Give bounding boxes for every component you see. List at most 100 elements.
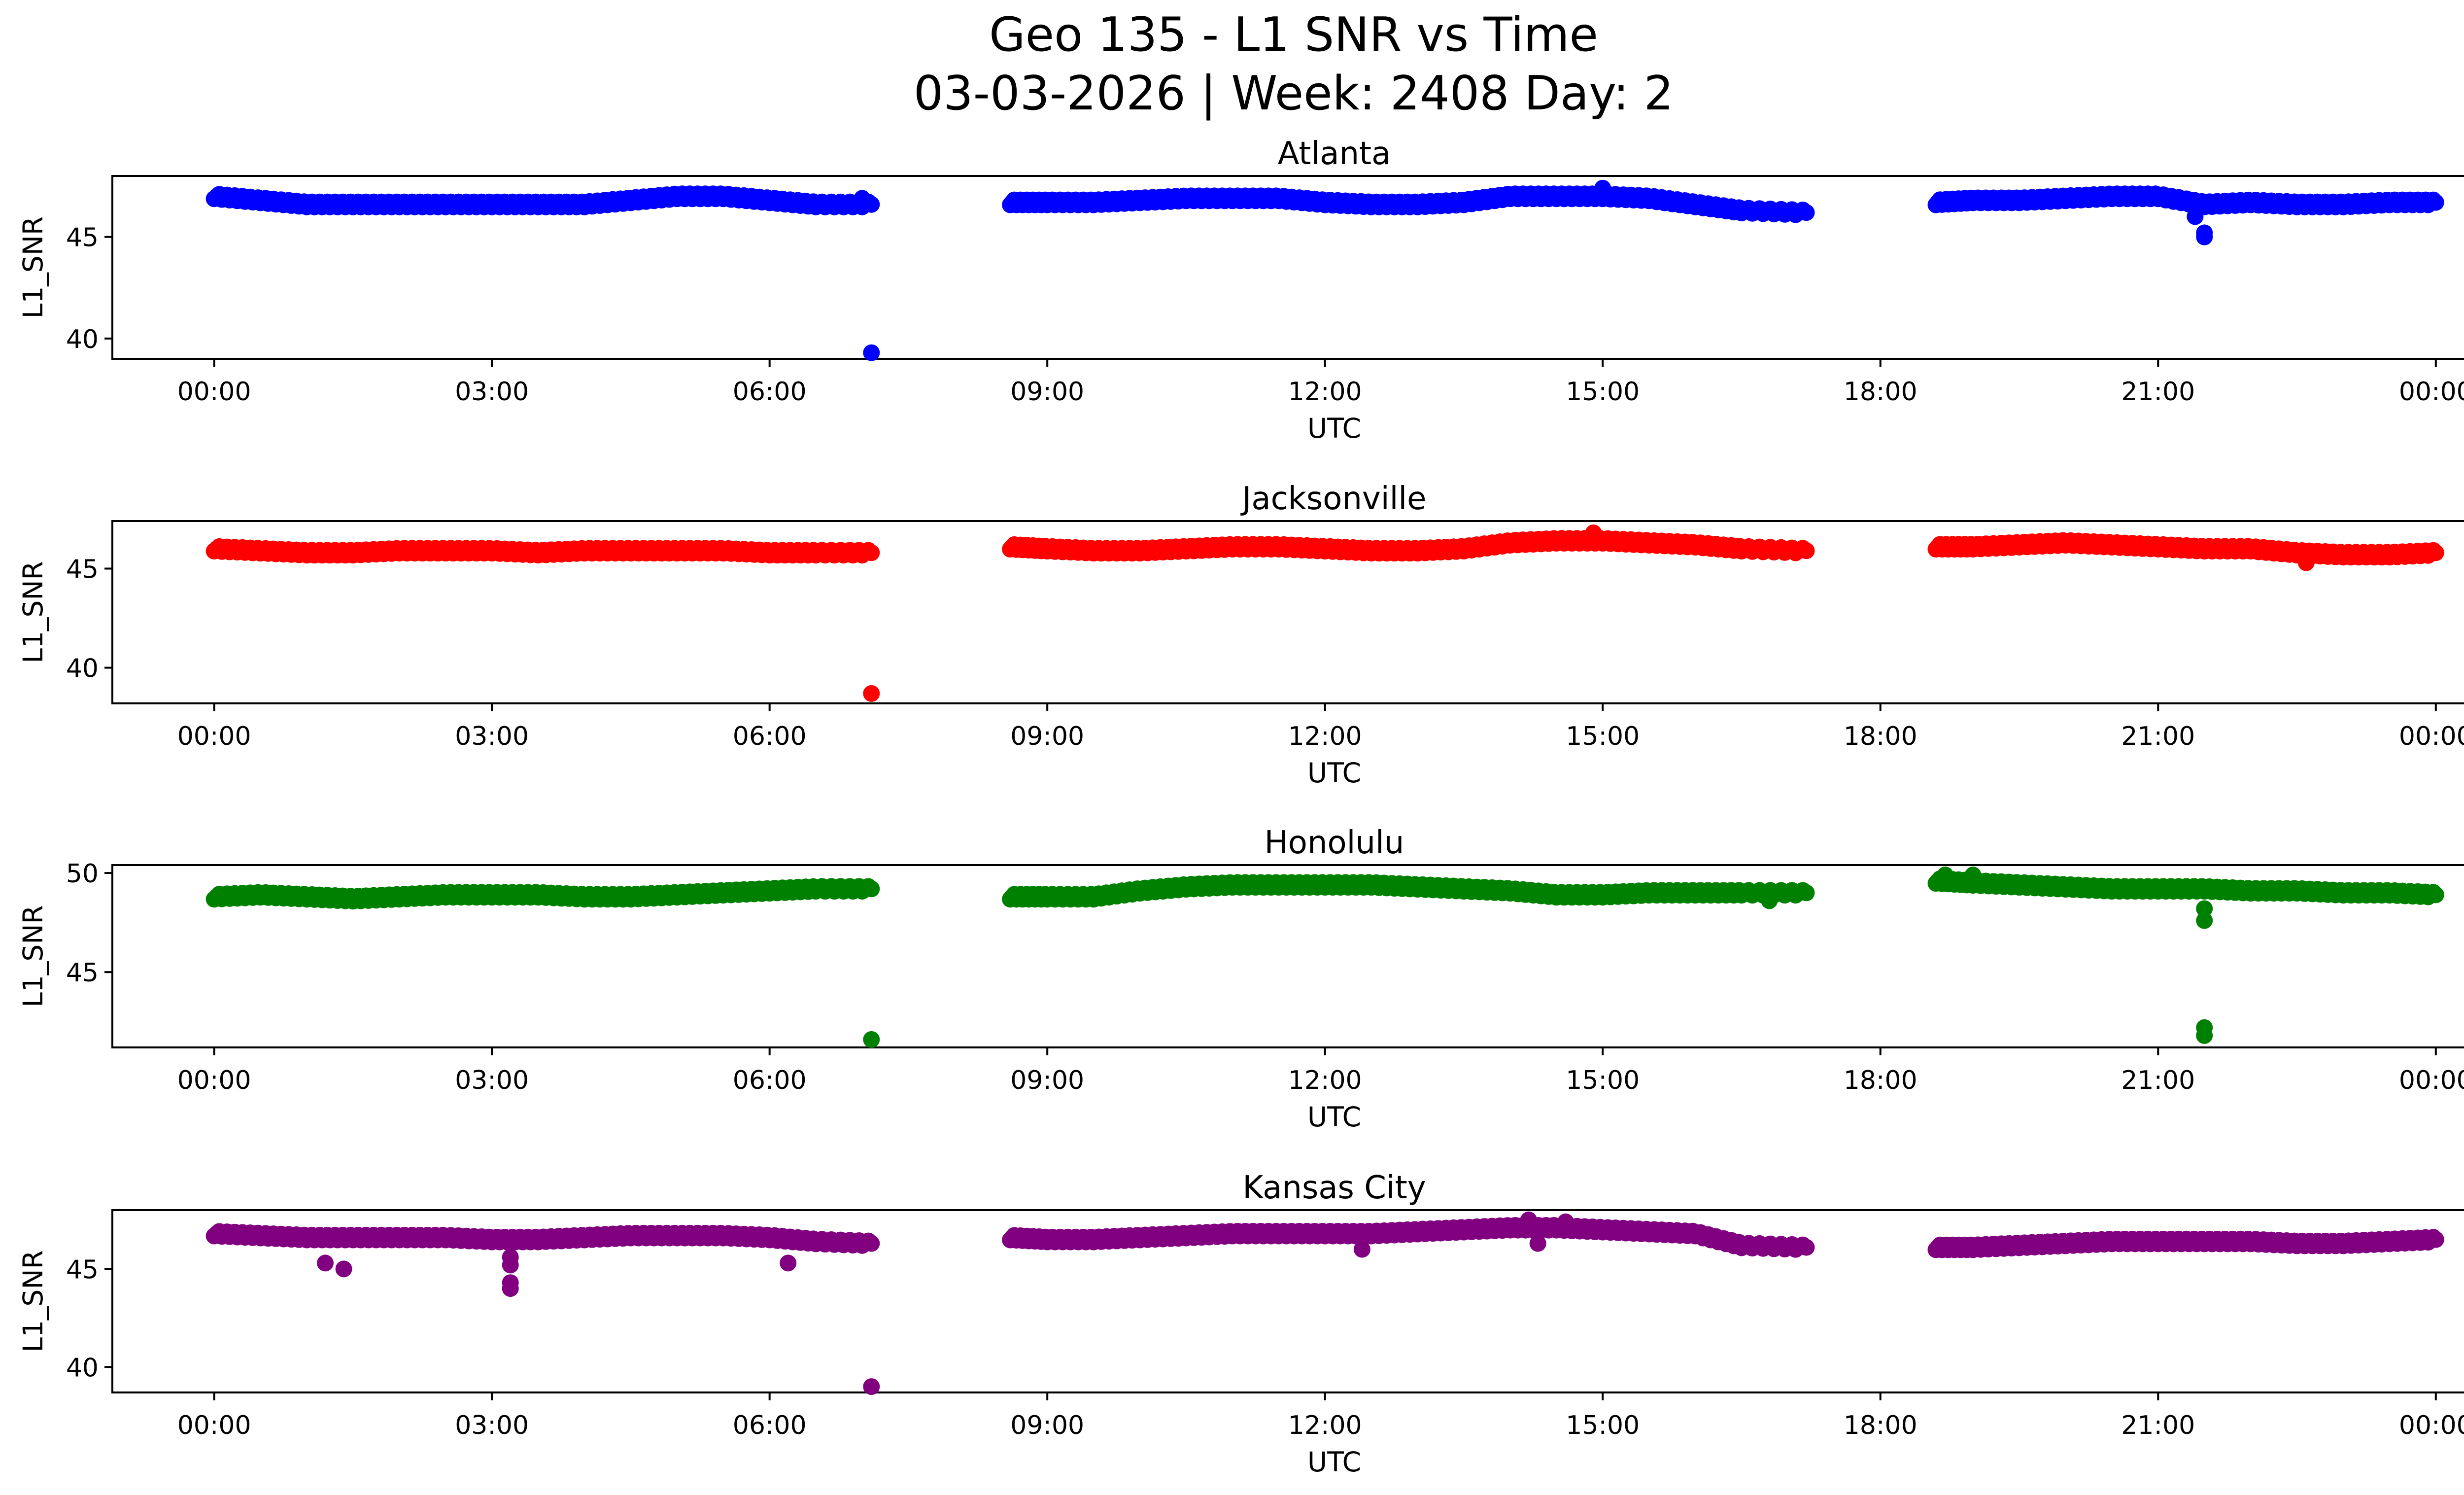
x-tick-label: 00:00 [2399,1411,2464,1440]
x-tick-label: 12:00 [1288,1411,1362,1440]
x-tick-label: 09:00 [1010,1066,1084,1095]
x-tick-label: 18:00 [1844,1411,1917,1440]
x-tick-label: 18:00 [1844,1066,1917,1095]
y-tick-label: 50 [66,859,99,889]
x-tick-label: 12:00 [1288,1066,1362,1095]
data-point [863,1235,880,1252]
y-tick-label: 40 [66,325,99,354]
axes-frame [111,1209,2464,1393]
data-point [1798,542,1815,559]
subplot-grid: Atlanta 00:00 03:00 06:00 09:00 12:00 15:00 18:… [17,136,2464,1478]
x-tick-label: 06:00 [733,722,807,751]
x-tick-label: 21:00 [2121,1066,2195,1095]
x-tick-label: 09:00 [1010,1411,1084,1440]
x-tick-label: 00:00 [177,377,251,407]
x-tick-label: 12:00 [1288,377,1362,407]
x-tick-label: 15:00 [1566,1411,1640,1440]
outlier-point [2187,208,2204,225]
data-point [2427,1231,2444,1248]
outlier-point [1761,892,1778,909]
x-tick-label: 21:00 [2121,1411,2195,1440]
x-tick-label: 00:00 [2399,377,2464,407]
subplot-3: Kansas City 00:00 03:00 06:00 09:00 12:00 15:0… [17,1170,2464,1478]
y-axis-label: L1_SNR [17,1250,49,1352]
y-axis-label: L1_SNR [17,905,49,1007]
x-tick-label: 00:00 [177,1411,251,1440]
scatter-series [205,179,2444,361]
subplot-title: Jacksonville [1240,481,1427,517]
y-axis-label: L1_SNR [17,561,49,663]
x-tick-label: 15:00 [1566,1066,1640,1095]
x-tick-label: 00:00 [177,722,251,751]
outlier-point [502,1280,519,1297]
subplot-0: Atlanta 00:00 03:00 06:00 09:00 12:00 15:00 18:… [17,136,2464,444]
subplot-1: Jacksonville 00:00 03:00 06:00 09:00 12:00 15:… [17,481,2464,789]
axes-frame [111,175,2464,360]
outlier-point [780,1254,797,1272]
outlier-point [863,344,880,361]
data-point [1798,1239,1815,1256]
y-tick-label: 45 [66,958,99,988]
axes-frame [111,520,2464,704]
outlier-point [1529,1235,1546,1252]
outlier-point [1520,1211,1537,1228]
outlier-point [2297,554,2315,571]
x-tick-label: 03:00 [455,377,529,407]
figure-title-line2: 03-03-2026 | Week: 2408 Day: 2 [914,67,1674,121]
scatter-series [205,867,2444,1048]
data-point [1798,884,1815,902]
x-tick-label: 00:00 [177,1066,251,1095]
y-tick-label: 40 [66,654,99,684]
outlier-point [2196,1027,2213,1044]
scatter-series [205,1211,2444,1395]
axes-frame [111,864,2464,1048]
x-tick-label: 06:00 [733,1411,807,1440]
x-tick-label: 15:00 [1566,377,1640,407]
outlier-point [1353,1241,1370,1258]
x-tick-label: 03:00 [455,1411,529,1440]
subplot-2: Honolulu 00:00 03:00 06:00 09:00 12:00 15:00 18… [17,825,2464,1133]
data-point [2427,194,2444,211]
outlier-point [335,1260,352,1278]
outlier-point [2196,900,2213,917]
x-tick-label: 06:00 [733,1066,807,1095]
x-tick-label: 00:00 [2399,722,2464,751]
subplot-title: Atlanta [1278,136,1391,172]
x-tick-label: 18:00 [1844,722,1917,751]
outlier-point [863,1031,880,1048]
figure-title-line1: Geo 135 - L1 SNR vs Time [989,8,1598,62]
scatter-series [205,524,2444,702]
outlier-point [2196,912,2213,929]
x-tick-label: 12:00 [1288,722,1362,751]
x-tick-label: 15:00 [1566,722,1640,751]
outlier-point [1585,524,1602,542]
subplot-title: Kansas City [1242,1170,1426,1206]
y-tick-label: 45 [66,1255,99,1285]
data-point [2427,886,2444,904]
x-tick-label: 09:00 [1010,722,1084,751]
outlier-point [1557,1213,1574,1230]
outlier-point [863,1378,880,1395]
data-point [1798,204,1815,221]
outlier-point [1937,867,1954,884]
x-tick-label: 09:00 [1010,377,1084,407]
outlier-point [2196,228,2213,245]
x-axis-label: UTC [1307,1101,1361,1133]
y-tick-label: 45 [66,555,99,585]
data-point [863,880,880,898]
outlier-point [863,685,880,702]
x-axis-label: UTC [1307,1446,1361,1478]
x-tick-label: 03:00 [455,1066,529,1095]
x-axis-label: UTC [1307,413,1361,444]
x-tick-label: 21:00 [2121,377,2195,407]
data-point [2427,544,2444,561]
outlier-point [317,1254,334,1272]
x-tick-label: 21:00 [2121,722,2195,751]
outlier-point [1594,179,1611,197]
x-tick-label: 06:00 [733,377,807,407]
y-tick-label: 40 [66,1353,99,1383]
subplot-title: Honolulu [1265,825,1404,861]
x-axis-label: UTC [1307,757,1361,789]
x-tick-label: 00:00 [2399,1066,2464,1095]
